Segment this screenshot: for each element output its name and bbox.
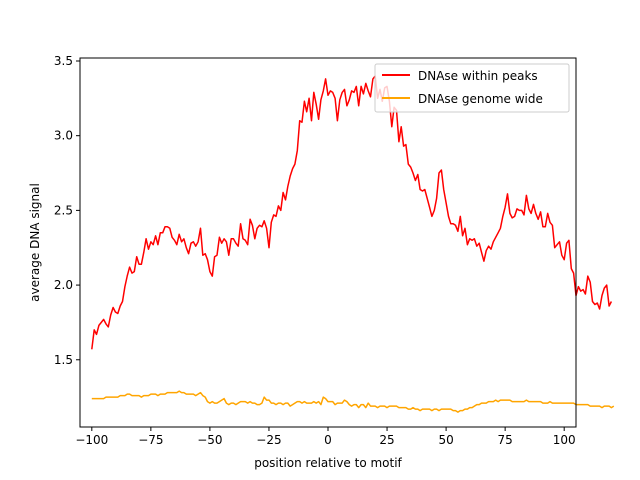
y-tick-label: 2.0 bbox=[54, 278, 73, 292]
x-tick-label: 50 bbox=[438, 433, 453, 447]
x-tick-label: −50 bbox=[197, 433, 222, 447]
legend-label-within-peaks: DNAse within peaks bbox=[418, 69, 538, 83]
y-tick-label: 1.5 bbox=[54, 353, 73, 367]
plot-lines bbox=[91, 75, 615, 413]
y-tick-label: 3.5 bbox=[54, 54, 73, 68]
x-tick-label: −100 bbox=[75, 433, 108, 447]
series-line-1 bbox=[91, 390, 615, 413]
x-tick-label: 25 bbox=[379, 433, 394, 447]
y-axis-label: average DNA signal bbox=[28, 183, 42, 302]
y-tick-label: 2.5 bbox=[54, 203, 73, 217]
x-tick-label: −25 bbox=[256, 433, 281, 447]
legend: DNAse within peaks DNAse genome wide bbox=[374, 63, 570, 113]
x-tick-label: 75 bbox=[498, 433, 513, 447]
x-axis-ticks: −100 −75 −50 −25 0 25 50 75 100 bbox=[75, 427, 576, 447]
legend-label-genome-wide: DNAse genome wide bbox=[418, 92, 543, 106]
y-axis-ticks: 1.5 2.0 2.5 3.0 3.5 bbox=[54, 54, 80, 367]
x-axis-label: position relative to motif bbox=[254, 456, 402, 470]
x-tick-label: 0 bbox=[324, 433, 332, 447]
legend-box bbox=[374, 63, 570, 113]
x-tick-label: 100 bbox=[553, 433, 576, 447]
y-tick-label: 3.0 bbox=[54, 129, 73, 143]
series-line-0 bbox=[91, 75, 613, 350]
x-tick-label: −75 bbox=[138, 433, 163, 447]
